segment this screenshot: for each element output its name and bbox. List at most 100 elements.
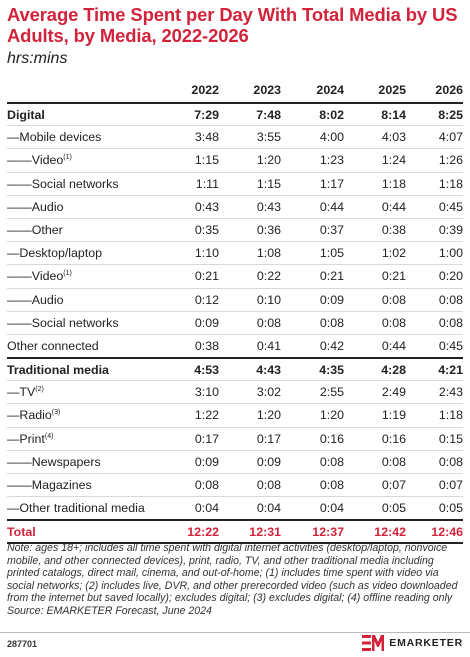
table-cell: 8:02	[319, 108, 344, 122]
table-cell: 7:29	[194, 108, 219, 122]
table-cell: 0:12	[194, 292, 219, 307]
table-cell: 0:09	[194, 315, 219, 330]
table-cell: 0:08	[438, 454, 463, 469]
row-label: —Radio(3)	[7, 408, 60, 422]
table-row: Total 12:22 12:31 12:37 12:42 12:46	[7, 519, 463, 545]
table-cell: 1:11	[195, 176, 219, 191]
row-label-text: Other connected	[7, 338, 99, 353]
row-label-text: ——Social networks	[7, 315, 119, 330]
table-cell: 3:48	[194, 130, 219, 145]
table-cell: 0:08	[381, 315, 406, 330]
row-label: ——Magazines	[7, 478, 92, 492]
table-cell: 1:18	[438, 176, 463, 191]
row-label-text: ——Video	[7, 153, 64, 168]
table-cell: 0:05	[438, 501, 463, 516]
table-cell: 4:43	[256, 363, 281, 378]
table-cell: 0:43	[256, 199, 281, 214]
table-cell: 1:08	[256, 246, 281, 261]
column-header-2026: 2026	[435, 83, 463, 97]
row-label-text: —Desktop/laptop	[7, 246, 103, 261]
table-row: —TV(2) 3:10 3:02 2:55 2:49 2:43	[7, 380, 463, 403]
table-cell: 3:02	[256, 385, 281, 400]
row-label: ——Audio	[7, 293, 63, 307]
table-cell: 0:16	[381, 431, 406, 446]
row-label-text: Traditional media	[7, 363, 109, 378]
table-cell: 4:07	[438, 130, 463, 145]
table-cell: 0:17	[194, 431, 219, 446]
table-row: ——Video(1) 1:15 1:20 1:23 1:24 1:26	[7, 148, 463, 171]
table-cell: 0:08	[319, 315, 344, 330]
table-cell: 0:08	[319, 454, 344, 469]
table-row: Digital 7:29 7:48 8:02 8:14 8:25	[7, 102, 463, 125]
table-cell: 0:08	[194, 478, 219, 492]
row-label: —Mobile devices	[7, 130, 101, 144]
row-label: ——Other	[7, 223, 63, 237]
chart-id: 287701	[7, 639, 38, 649]
table-cell: 0:21	[194, 269, 219, 284]
table-cell: 1:20	[256, 408, 281, 423]
source-text: Source: EMARKETER Forecast, June 2024	[7, 604, 212, 617]
row-label: Total	[7, 525, 36, 539]
table-cell: 0:16	[319, 431, 344, 446]
table-row: Traditional media 4:53 4:43 4:35 4:28 4:21	[7, 357, 463, 380]
row-label-text: —Mobile devices	[7, 130, 102, 145]
brand-name: EMARKETER	[389, 637, 463, 649]
table-cell: 0:41	[256, 338, 281, 353]
row-label: —Desktop/laptop	[7, 246, 102, 260]
table-cell: 0:07	[381, 478, 406, 492]
footer-divider	[0, 632, 470, 633]
table-cell: 12:46	[431, 525, 463, 540]
table-cell: 0:20	[438, 269, 463, 284]
table-cell: 0:22	[256, 269, 281, 284]
row-label: ——Social networks	[7, 316, 119, 330]
table-cell: 1:15	[194, 153, 219, 168]
table-cell: 4:03	[381, 130, 406, 145]
table-row: Other connected 0:38 0:41 0:42 0:44 0:45	[7, 333, 463, 357]
table-cell: 0:08	[256, 478, 281, 492]
footnote-marker: (4)	[44, 432, 54, 440]
row-label-text: ——Audio	[7, 199, 64, 214]
table-cell: 1:17	[319, 176, 344, 191]
row-label: —TV(2)	[7, 385, 44, 399]
row-label-text: ——Social networks	[7, 176, 119, 191]
row-label-text: —Radio	[7, 408, 52, 423]
table-row: ——Audio 0:12 0:10 0:09 0:08 0:08	[7, 287, 463, 311]
row-label-text: ——Newspapers	[7, 454, 101, 469]
table-cell: 1:24	[381, 153, 406, 168]
table-cell: 0:39	[438, 222, 463, 237]
row-label-text: ——Magazines	[7, 478, 92, 492]
column-header-2022: 2022	[191, 83, 219, 97]
row-label-text: —Print	[7, 431, 45, 446]
chart-title: Average Time Spent per Day With Total Me…	[7, 4, 458, 46]
row-label: ——Newspapers	[7, 455, 101, 469]
table-cell: 12:42	[374, 525, 406, 540]
table-cell: 1:18	[381, 176, 406, 191]
table-cell: 2:55	[319, 385, 344, 400]
table-cell: 1:20	[256, 153, 281, 168]
table-cell: 4:21	[438, 363, 463, 378]
table-row: —Mobile devices 3:48 3:55 4:00 4:03 4:07	[7, 125, 463, 148]
table-cell: 4:00	[319, 130, 344, 145]
row-label-text: ——Other	[7, 222, 63, 237]
table-row: ——Audio 0:43 0:43 0:44 0:44 0:45	[7, 194, 463, 218]
row-label: Digital	[7, 108, 45, 122]
table-cell: 0:38	[381, 222, 406, 237]
table-cell: 1:02	[381, 246, 406, 261]
table-cell: 2:49	[381, 385, 406, 400]
footnote-marker: (1)	[63, 270, 72, 278]
table-cell: 0:43	[194, 199, 219, 214]
table-cell: 0:08	[438, 315, 463, 330]
table-row: ——Newspapers 0:09 0:09 0:08 0:08 0:08	[7, 449, 463, 473]
table-cell: 8:25	[438, 108, 463, 122]
footnote: Note: ages 18+; includes all time spent …	[7, 542, 463, 618]
footnote-marker: (3)	[51, 409, 61, 417]
table-cell: 1:05	[319, 246, 344, 261]
table-cell: 0:42	[319, 338, 344, 353]
row-label-text: ——Video	[7, 269, 64, 284]
emarketer-logo-icon	[362, 635, 385, 651]
table-cell: 0:05	[381, 501, 406, 516]
table-cell: 0:10	[256, 292, 281, 307]
table-cell: 0:08	[319, 478, 344, 492]
table-row: ——Social networks 1:11 1:15 1:17 1:18 1:18	[7, 171, 463, 195]
table-row: —Print(4) 0:17 0:17 0:16 0:16 0:15	[7, 426, 463, 450]
